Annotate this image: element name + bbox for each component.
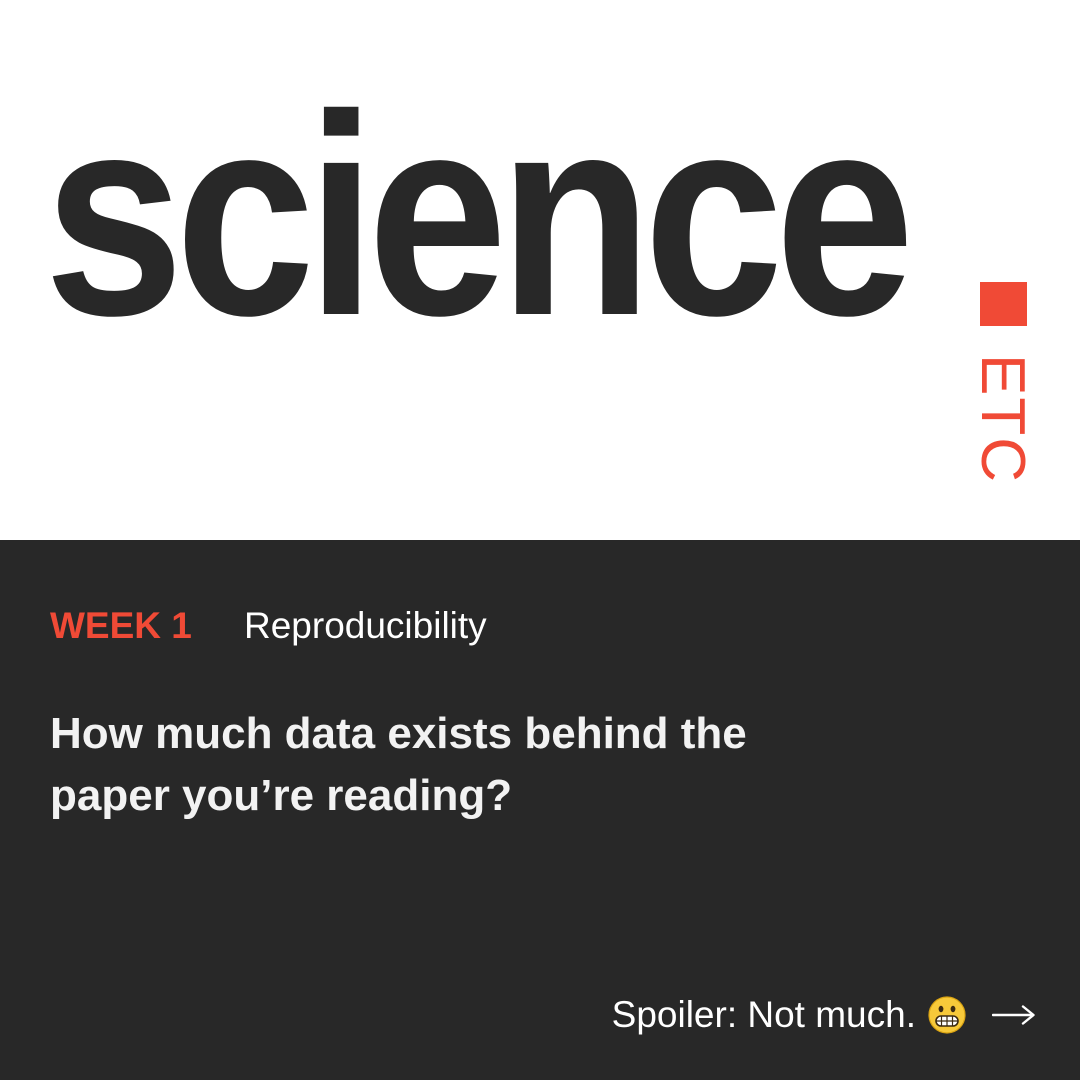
arrow-right-icon[interactable] [991, 1005, 1036, 1025]
week-label: WEEK 1 [50, 605, 192, 646]
headline: How much data exists behind the paper yo… [50, 709, 747, 820]
title-section: science ETC [44, 55, 1037, 484]
content-panel [0, 540, 1080, 1080]
topic-label: Reproducibility [244, 605, 487, 646]
brand-accent-square [980, 282, 1027, 326]
grimacing-face-icon [928, 996, 966, 1034]
spoiler-text: Spoiler: Not much. [611, 994, 916, 1035]
footer-next[interactable]: Spoiler: Not much. [612, 990, 1036, 1040]
brand-wordmark: science [44, 55, 915, 375]
brand-sub-label: ETC [968, 354, 1037, 484]
